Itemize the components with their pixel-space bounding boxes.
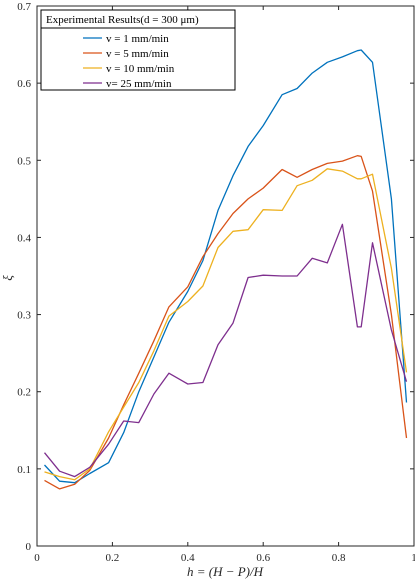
- y-axis-ticks: 0 0.1 0.2 0.3 0.4 0.5 0.6 0.7: [17, 1, 414, 553]
- legend-label-3: v = 10 mm/min: [106, 63, 175, 75]
- y-tick-label: 0.5: [17, 155, 31, 167]
- series-line-1: [44, 49, 408, 484]
- x-tick-label: 0.8: [332, 552, 346, 564]
- y-tick-label: 0.2: [17, 387, 31, 399]
- legend-label-2: v = 5 mm/min: [106, 48, 169, 60]
- legend-entries: v = 1 mm/min v = 5 mm/min v = 10 mm/min v= …: [83, 33, 175, 90]
- y-tick-label: 0: [26, 541, 32, 553]
- y-tick-label: 0.1: [17, 464, 31, 476]
- y-tick-label: 0.7: [17, 1, 31, 13]
- legend-title: Experimental Results(d = 300 μm): [46, 14, 199, 26]
- x-tick-label: 0.2: [106, 552, 120, 564]
- x-tick-label: 0.4: [181, 552, 195, 564]
- x-axis-ticks: 0 0.2 0.4 0.6 0.8 1: [34, 6, 415, 564]
- data-series: [43, 49, 408, 490]
- series-line-2: [44, 155, 408, 490]
- series-line-3: [44, 168, 408, 481]
- x-tick-label: 1: [411, 552, 415, 564]
- series-line-4: [43, 223, 408, 478]
- y-tick-label: 0.6: [17, 78, 31, 90]
- legend-label-1: v = 1 mm/min: [106, 33, 169, 45]
- y-axis-label: ξ: [0, 275, 15, 281]
- x-tick-label: 0.6: [256, 552, 270, 564]
- legend-box: [40, 9, 236, 91]
- legend: Experimental Results(d = 300 μm) v = 1 m…: [40, 9, 236, 91]
- x-tick-label: 0: [34, 552, 40, 564]
- y-tick-label: 0.3: [17, 310, 31, 322]
- y-tick-label: 0.4: [17, 232, 31, 244]
- x-axis-label: h = (H − P)/H: [187, 564, 264, 579]
- legend-label-4: v= 25 mm/min: [106, 78, 172, 90]
